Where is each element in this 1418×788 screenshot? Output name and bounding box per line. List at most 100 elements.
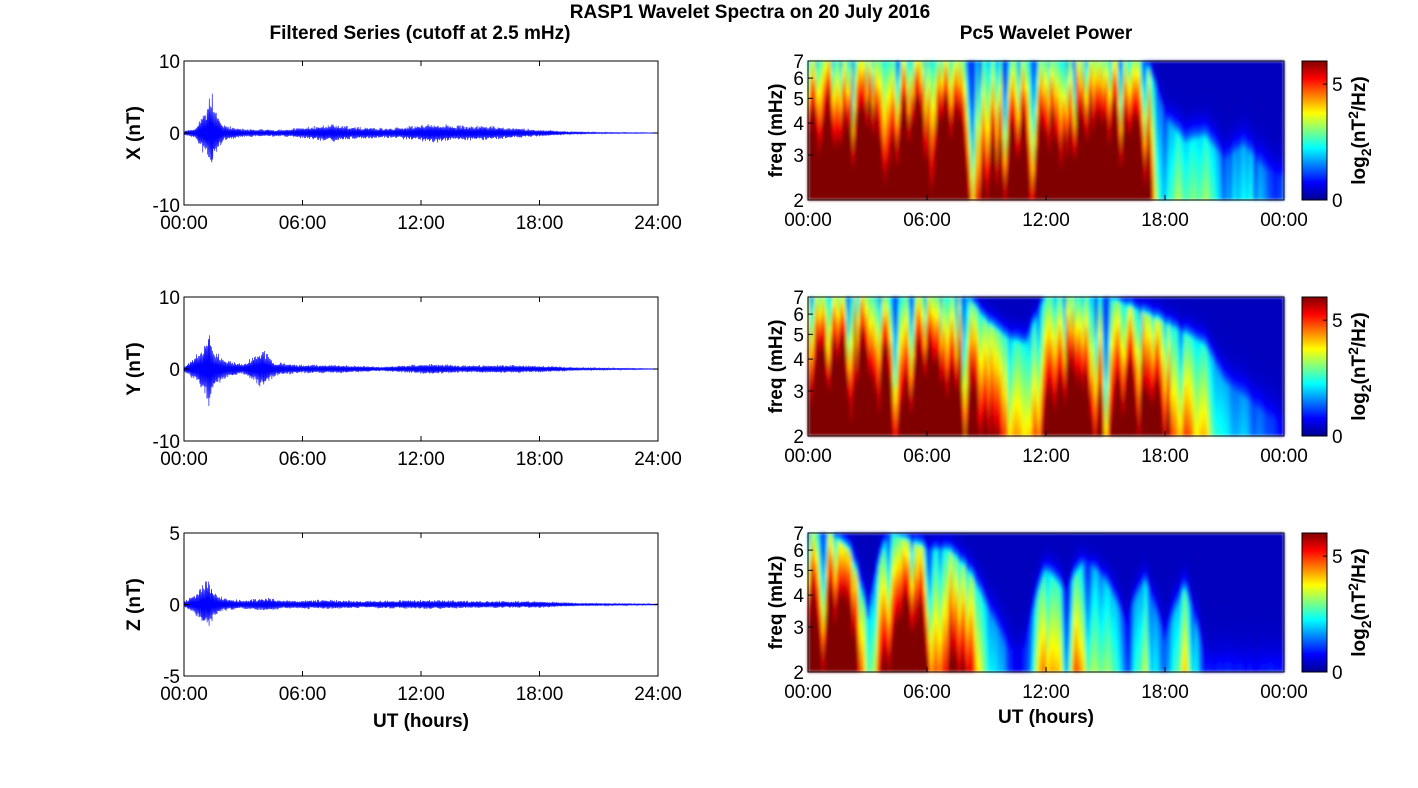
y-tick-label: 4 [793,586,804,607]
y-tick-label: 10 [159,288,180,309]
x-tick-label: 18:00 [516,684,564,705]
x-tick-label: 00:00 [784,682,832,703]
x-tick-label: 00:00 [1260,446,1308,467]
y-axis-label: freq (mHz) [766,320,787,414]
figure-title: RASP1 Wavelet Spectra on 20 July 2016 [570,2,930,23]
colorbar-frame [1301,296,1328,437]
x-tick-label: 06:00 [279,213,327,234]
colorbar-gradient [1302,533,1327,672]
x-tick-label: 06:00 [903,446,951,467]
x-tick-label: 12:00 [1022,446,1070,467]
y-tick-label: 6 [793,541,804,562]
y-tick-label: 10 [159,52,180,73]
colorbar-tick-label: 0 [1332,663,1343,684]
wavelet-power-image [808,533,1284,672]
x-tick-label: 00:00 [160,449,208,470]
series-line-x [183,93,659,163]
x-tick-label: 18:00 [516,213,564,234]
y-tick-label: 5 [793,561,804,582]
x-tick-label: 12:00 [397,684,445,705]
x-tick-label: 00:00 [1260,682,1308,703]
right-column-title: Pc5 Wavelet Power [960,23,1133,44]
colorbar-tick-label: 5 [1332,311,1343,332]
y-tick-label: 5 [793,325,804,346]
y-axis-label: Y (nT) [124,342,145,395]
y-tick-label: -10 [153,196,180,217]
colorbar-frame [1301,60,1328,201]
x-tick-label: 06:00 [279,684,327,705]
y-tick-label: -5 [163,667,180,688]
x-tick-label: 12:00 [397,449,445,470]
y-tick-label: 5 [793,89,804,110]
colorbar-gradient [1302,297,1327,436]
y-tick-label: 3 [793,146,804,167]
x-tick-label: 00:00 [160,684,208,705]
y-tick-label: 2 [793,663,804,684]
y-tick-label: 3 [793,618,804,639]
x-tick-label: 06:00 [903,682,951,703]
x-tick-label: 18:00 [516,449,564,470]
series-line-y [183,335,659,407]
y-tick-label: 4 [793,350,804,371]
y-tick-label: 6 [793,69,804,90]
x-tick-label: 00:00 [784,210,832,231]
x-tick-label: 18:00 [1141,446,1189,467]
y-axis-label: freq (mHz) [766,84,787,178]
y-tick-label: -10 [153,432,180,453]
colorbar-tick-label: 0 [1332,427,1343,448]
colorbar-label: log2(nT2/Hz) [1345,76,1374,184]
wavelet-power-image [808,297,1284,436]
x-tick-label: 18:00 [1141,682,1189,703]
colorbar-tick-label: 5 [1332,75,1343,96]
colorbar-tick-label: 5 [1332,547,1343,568]
x-tick-label: 00:00 [784,446,832,467]
right-x-axis-label: UT (hours) [998,707,1094,728]
y-axis-label: freq (mHz) [766,556,787,650]
y-tick-label: 2 [793,191,804,212]
x-tick-label: 06:00 [903,210,951,231]
y-tick-label: 0 [169,360,180,381]
y-tick-label: 6 [793,305,804,326]
x-tick-label: 00:00 [1260,210,1308,231]
x-tick-label: 18:00 [1141,210,1189,231]
y-tick-label: 7 [793,524,804,545]
y-axis-label: X (nT) [124,106,145,160]
y-tick-label: 4 [793,114,804,135]
colorbar-gradient [1302,61,1327,200]
y-tick-label: 3 [793,382,804,403]
colorbar-label: log2(nT2/Hz) [1345,548,1374,656]
colorbar-tick-label: 0 [1332,191,1343,212]
time-series-panel-z: 5 0 -500:00 06:00 12:00 18:00 24:00 Z (nT) [124,524,682,705]
y-tick-label: 7 [793,288,804,309]
x-tick-label: 12:00 [1022,682,1070,703]
y-tick-label: 0 [169,124,180,145]
x-tick-label: 12:00 [397,213,445,234]
y-axis-label: Z (nT) [124,578,145,631]
wavelet-power-image [808,61,1284,200]
y-tick-label: 2 [793,427,804,448]
x-tick-label: 06:00 [279,449,327,470]
colorbar-label: log2(nT2/Hz) [1345,312,1374,420]
left-column-title: Filtered Series (cutoff at 2.5 mHz) [270,23,571,44]
x-tick-label: 12:00 [1022,210,1070,231]
y-tick-label: 0 [169,596,180,617]
colorbar-frame [1301,532,1328,673]
x-tick-label: 24:00 [634,449,682,470]
y-tick-label: 5 [169,524,180,545]
y-tick-label: 7 [793,52,804,73]
x-tick-label: 24:00 [634,213,682,234]
left-x-axis-label: UT (hours) [373,711,469,732]
series-line-z [183,581,659,626]
x-tick-label: 24:00 [634,684,682,705]
